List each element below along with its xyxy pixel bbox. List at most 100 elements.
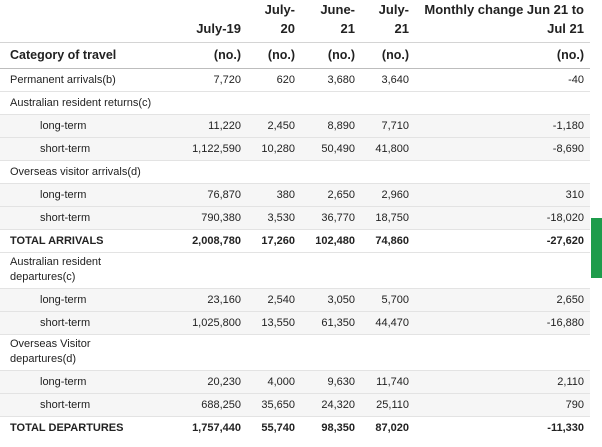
travel-statistics-table: July-19 July-20 June-21 July-21 Monthly … — [0, 0, 590, 439]
table-row: long-term 11,220 2,450 8,890 7,710 -1,18… — [0, 114, 590, 138]
table-cell: 2,110 — [415, 370, 590, 394]
table-cell: 11,220 — [165, 114, 247, 138]
table-cell: -11,330 — [415, 416, 590, 439]
table-cell: -18,020 — [415, 206, 590, 230]
table-cell: 10,280 — [247, 137, 301, 161]
row-label: Permanent arrivals(b) — [0, 68, 165, 92]
table-cell — [415, 160, 590, 184]
table-cell: 55,740 — [247, 416, 301, 439]
table-cell: 790,380 — [165, 206, 247, 230]
row-label: Overseas visitor arrivals(d) — [0, 160, 165, 184]
table-cell: 102,480 — [301, 229, 361, 253]
table-cell: 20,230 — [165, 370, 247, 394]
table-row: short-term 1,122,590 10,280 50,490 41,80… — [0, 137, 590, 161]
table-cell: 5,700 — [361, 288, 415, 312]
table-cell: 23,160 — [165, 288, 247, 312]
table-cell — [165, 252, 247, 289]
table-cell: 50,490 — [301, 137, 361, 161]
table-cell: -16,880 — [415, 311, 590, 335]
table-cell: 3,050 — [301, 288, 361, 312]
table-row: Overseas Visitor departures(d) — [0, 334, 590, 371]
table-cell: -8,690 — [415, 137, 590, 161]
table-cell: 3,680 — [301, 68, 361, 92]
table-cell: 688,250 — [165, 393, 247, 417]
table-cell — [247, 91, 301, 115]
table-cell: 3,530 — [247, 206, 301, 230]
table-cell: 17,260 — [247, 229, 301, 253]
table-cell: 380 — [247, 183, 301, 207]
table-cell: -1,180 — [415, 114, 590, 138]
table-cell — [165, 160, 247, 184]
table-row: long-term 23,160 2,540 3,050 5,700 2,650 — [0, 288, 590, 312]
row-label: TOTAL DEPARTURES — [0, 416, 165, 439]
table-cell: 2,008,780 — [165, 229, 247, 253]
row-label: long-term — [0, 114, 165, 138]
table-cell: 620 — [247, 68, 301, 92]
table-cell — [361, 334, 415, 371]
table-cell — [247, 334, 301, 371]
table-row: Australian resident departures(c) — [0, 252, 590, 289]
table-cell — [165, 334, 247, 371]
table-cell: 18,750 — [361, 206, 415, 230]
table-cell: 2,960 — [361, 183, 415, 207]
row-label: short-term — [0, 206, 165, 230]
table-cell: 2,450 — [247, 114, 301, 138]
row-label: short-term — [0, 311, 165, 335]
table-cell: 2,650 — [301, 183, 361, 207]
table-cell: 3,640 — [361, 68, 415, 92]
table-cell — [247, 252, 301, 289]
column-header: June-21 — [320, 2, 355, 36]
unit-label: (no.) — [165, 42, 247, 69]
table-cell: 76,870 — [165, 183, 247, 207]
table-cell: 35,650 — [247, 393, 301, 417]
table-cell: 790 — [415, 393, 590, 417]
table-cell: 98,350 — [301, 416, 361, 439]
unit-label: (no.) — [361, 42, 415, 69]
table-row: Overseas visitor arrivals(d) — [0, 160, 590, 184]
table-cell: 61,350 — [301, 311, 361, 335]
column-header: July-20 — [264, 2, 295, 36]
table-cell — [361, 160, 415, 184]
table-cell — [415, 91, 590, 115]
table-row: long-term 20,230 4,000 9,630 11,740 2,11… — [0, 370, 590, 394]
table-row: Australian resident returns(c) — [0, 91, 590, 115]
table-cell — [415, 252, 590, 289]
table-cell: -27,620 — [415, 229, 590, 253]
column-header: Monthly change Jun 21 to Jul 21 — [424, 2, 584, 36]
row-label: TOTAL ARRIVALS — [0, 229, 165, 253]
table-cell: 24,320 — [301, 393, 361, 417]
table-cell: 1,122,590 — [165, 137, 247, 161]
table-row: Permanent arrivals(b) 7,720 620 3,680 3,… — [0, 68, 590, 92]
table-cell — [247, 160, 301, 184]
row-label: long-term — [0, 288, 165, 312]
table-cell — [415, 334, 590, 371]
table-cell: 25,110 — [361, 393, 415, 417]
table-cell: 74,860 — [361, 229, 415, 253]
row-label: long-term — [0, 370, 165, 394]
table-cell: 44,470 — [361, 311, 415, 335]
table-cell: 9,630 — [301, 370, 361, 394]
table-cell: 41,800 — [361, 137, 415, 161]
total-row: TOTAL DEPARTURES 1,757,440 55,740 98,350… — [0, 416, 590, 439]
column-header: July-19 — [196, 21, 241, 36]
table-cell: 7,710 — [361, 114, 415, 138]
table-row: short-term 688,250 35,650 24,320 25,110 … — [0, 393, 590, 417]
table-row: short-term 1,025,800 13,550 61,350 44,47… — [0, 311, 590, 335]
table-cell: 8,890 — [301, 114, 361, 138]
category-header: Category of travel — [0, 42, 165, 69]
side-scroll-tab[interactable] — [591, 218, 602, 278]
table-row: short-term 790,380 3,530 36,770 18,750 -… — [0, 206, 590, 230]
unit-header-row: Category of travel (no.) (no.) (no.) (no… — [0, 42, 590, 69]
column-header: July-21 — [378, 2, 409, 36]
unit-label: (no.) — [415, 42, 590, 69]
table-cell — [301, 91, 361, 115]
table-cell: 2,540 — [247, 288, 301, 312]
row-label: Overseas Visitor departures(d) — [0, 334, 165, 371]
table-cell — [301, 252, 361, 289]
row-label: Australian resident departures(c) — [0, 252, 165, 289]
table-cell — [301, 334, 361, 371]
table-cell: 87,020 — [361, 416, 415, 439]
table-cell: 36,770 — [301, 206, 361, 230]
column-header-row: July-19 July-20 June-21 July-21 Monthly … — [0, 0, 590, 43]
